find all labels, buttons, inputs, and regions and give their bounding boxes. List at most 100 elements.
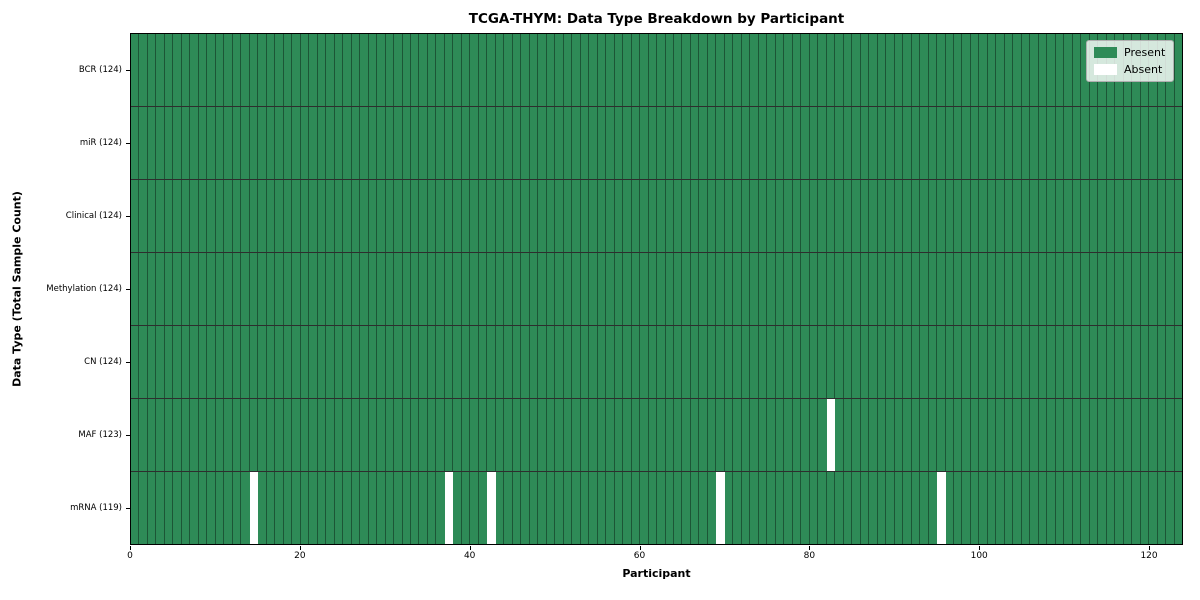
matrix-cell [139,253,148,325]
y-tick-label-bcr: BCR (124) [78,64,122,75]
y-tick-mark [126,69,130,71]
matrix-cell [979,326,988,398]
matrix-cell [665,399,674,471]
matrix-cell [657,253,666,325]
matrix-cell [1089,253,1099,325]
matrix-cell [665,107,674,179]
matrix-cell [224,326,233,398]
matrix-cell [750,472,759,544]
matrix-cell [249,34,259,106]
matrix-cell [928,180,938,252]
matrix-cell [1098,326,1107,398]
matrix-cell [962,107,971,179]
matrix-cell [232,107,242,179]
matrix-cell [292,253,301,325]
matrix-cell [589,472,598,544]
matrix-cell [334,107,344,179]
matrix-cell [606,472,615,544]
matrix-cell [436,472,445,544]
matrix-cell [156,180,165,252]
matrix-cell [198,180,208,252]
matrix-cell [131,107,140,179]
matrix-cell [487,180,496,252]
matrix-cell [945,253,954,325]
matrix-cell [351,399,361,471]
chart-title: TCGA-THYM: Data Type Breakdown by Partic… [468,11,845,27]
matrix-cell [741,399,751,471]
matrix-cell [139,107,148,179]
matrix-cell [546,472,556,544]
matrix-cell [317,34,327,106]
matrix-cell [164,326,174,398]
matrix-cell [860,399,870,471]
matrix-cell [996,34,1005,106]
matrix-cell [1140,180,1150,252]
matrix-cell [572,399,581,471]
matrix-cell [996,326,1005,398]
matrix-cell [1089,107,1099,179]
matrix-cell [275,34,284,106]
matrix-cell [699,472,708,544]
matrix-cell [1030,107,1039,179]
matrix-cell [215,107,225,179]
matrix-cell [529,253,539,325]
matrix-cell [1106,180,1116,252]
matrix-cell [385,253,395,325]
matrix-cell [402,253,411,325]
matrix-cell [835,399,844,471]
matrix-cell [886,107,895,179]
matrix-cell [920,253,929,325]
matrix-cell [394,326,403,398]
matrix-cell [996,399,1005,471]
matrix-cell [427,399,437,471]
matrix-cell [504,180,513,252]
x-tick-label-0: 0 [127,551,133,561]
matrix-cell [707,107,717,179]
matrix-cell [724,399,734,471]
matrix-cell [377,472,386,544]
matrix-cell [843,326,853,398]
matrix-cell [724,180,734,252]
legend: Present Absent [1086,40,1175,82]
matrix-cell [852,472,861,544]
matrix-cell [1047,326,1056,398]
matrix-cell [215,180,225,252]
legend-swatch-present [1094,47,1117,58]
matrix-cell [953,399,963,471]
matrix-cell [614,180,624,252]
matrix-cell [1140,253,1150,325]
matrix-cell [911,399,921,471]
matrix-cell [894,326,904,398]
matrix-cell [877,253,887,325]
legend-item-absent: Absent [1094,63,1165,76]
matrix-cell [147,326,157,398]
matrix-cell [529,472,539,544]
matrix-cell [869,180,878,252]
matrix-cell [716,180,725,252]
matrix-cell [801,472,810,544]
matrix-cell [614,253,624,325]
matrix-cell [258,326,267,398]
matrix-cell [1123,472,1133,544]
matrix-cell [665,253,674,325]
matrix-cell [1149,253,1158,325]
matrix-cell [275,399,284,471]
matrix-cell [529,326,539,398]
matrix-cell [911,34,921,106]
matrix-cell [1021,107,1031,179]
matrix-cell [215,34,225,106]
matrix-cell [640,253,649,325]
matrix-cell [741,34,751,106]
x-tick-label-100: 100 [970,551,988,561]
matrix-cell [538,107,547,179]
matrix-cell [478,253,488,325]
matrix-cell [538,472,547,544]
matrix-cell [266,253,276,325]
matrix-cell [563,253,573,325]
matrix-cell [648,399,658,471]
matrix-cell [241,34,250,106]
matrix-cell [368,472,378,544]
matrix-cell [657,472,666,544]
matrix-cell [521,253,530,325]
matrix-cell [190,34,199,106]
